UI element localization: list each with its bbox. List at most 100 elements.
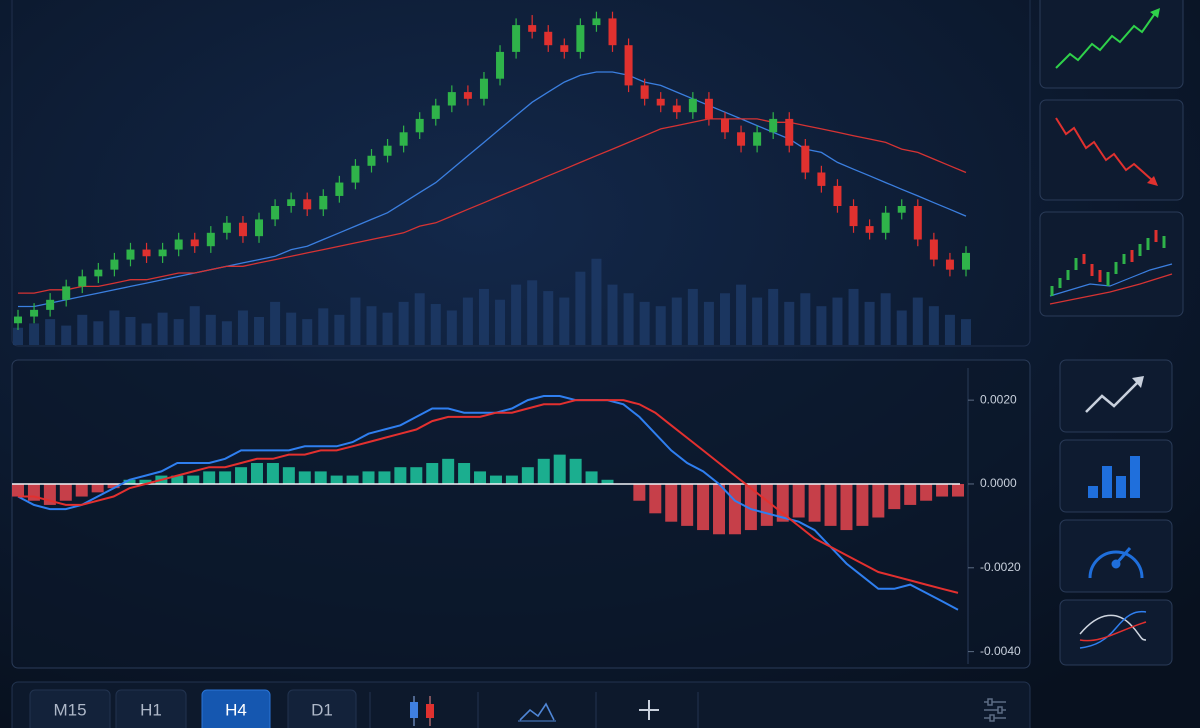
volume-bar xyxy=(29,323,40,345)
indicator-icon xyxy=(1079,621,1147,642)
histogram-bar xyxy=(856,483,869,526)
line-tool-icon xyxy=(1085,379,1141,413)
volume-bar xyxy=(864,301,875,345)
candle-body xyxy=(238,222,247,237)
indicator-tool-tile[interactable] xyxy=(1059,599,1173,666)
chart-thumbnail-tile[interactable] xyxy=(1039,211,1184,317)
candle-body xyxy=(560,45,569,52)
candles-tool[interactable] xyxy=(410,696,434,726)
volume-bar xyxy=(768,288,779,345)
indicator-icon xyxy=(1079,614,1147,641)
volume-bar xyxy=(93,321,104,345)
volume-bar xyxy=(205,314,216,345)
candle-body xyxy=(46,299,55,310)
timeframe-button[interactable] xyxy=(29,689,111,728)
candle-body xyxy=(929,239,938,260)
volume-bar xyxy=(13,327,23,345)
candle-body xyxy=(704,98,713,119)
candle-body xyxy=(383,145,392,156)
histogram-bar xyxy=(824,483,837,526)
toolbar-icons xyxy=(369,692,1006,728)
volume-bar xyxy=(302,319,313,345)
y-tick-label: 0.0000 xyxy=(980,476,1017,490)
timeframe-button[interactable] xyxy=(115,689,187,728)
volume-bar xyxy=(880,293,891,345)
histogram-bar xyxy=(203,471,216,484)
histogram-bar xyxy=(792,483,805,518)
volume-bar xyxy=(928,306,939,345)
histogram-bar xyxy=(410,467,423,484)
settings-tool[interactable] xyxy=(984,698,1006,722)
histogram-bar xyxy=(298,471,311,484)
histogram-bar xyxy=(139,479,152,484)
volume-bar xyxy=(77,314,88,345)
volume-bar xyxy=(607,284,618,345)
histogram-bar xyxy=(728,483,741,535)
volume-bar xyxy=(495,299,506,345)
candle-body xyxy=(94,269,103,277)
timeframe-label[interactable]: M15 xyxy=(53,700,86,719)
gauge-tool-tile[interactable] xyxy=(1059,519,1173,593)
candle-body xyxy=(447,92,456,106)
gauge-icon xyxy=(1088,547,1144,579)
volume-bar xyxy=(639,301,650,345)
volume-bar xyxy=(736,284,747,345)
volume-bar xyxy=(189,306,200,345)
candle-body xyxy=(351,165,360,183)
timeframe-label[interactable]: H4 xyxy=(225,700,247,719)
timeframe-button[interactable] xyxy=(287,689,357,728)
candle-body xyxy=(415,118,424,133)
candle-body xyxy=(672,105,681,113)
histogram-bar xyxy=(330,475,343,484)
histogram-bar xyxy=(920,483,933,501)
area-tool[interactable] xyxy=(518,702,556,722)
histogram-bar xyxy=(808,483,821,522)
uptrend-tile[interactable] xyxy=(1039,0,1184,89)
volume-bar xyxy=(173,319,184,345)
volume-bar xyxy=(575,271,586,345)
volume-bar xyxy=(237,310,248,345)
y-tick-label: -0.0020 xyxy=(980,560,1021,574)
histogram-bar xyxy=(394,467,407,484)
volume-bar xyxy=(478,288,489,345)
candle-body xyxy=(640,85,649,99)
candle-body xyxy=(720,118,729,133)
candle-body xyxy=(287,199,296,206)
candle-body xyxy=(624,45,633,86)
line-tool-tile[interactable] xyxy=(1059,359,1173,433)
histogram-bar xyxy=(458,463,471,484)
indicator-icon xyxy=(1079,610,1147,649)
histogram-bar xyxy=(250,463,263,484)
volume-bar xyxy=(270,301,281,345)
volume-bar xyxy=(784,301,795,345)
timeframe-label[interactable]: H1 xyxy=(140,700,162,719)
volume-bar xyxy=(832,297,843,345)
price-chart xyxy=(13,11,971,345)
candle-body xyxy=(801,145,810,173)
candle-body xyxy=(512,25,521,52)
histogram-bar xyxy=(91,483,104,493)
volume-bar xyxy=(318,308,329,345)
histogram-bar xyxy=(187,475,200,484)
volume-bar xyxy=(944,314,955,345)
candle-body xyxy=(255,219,264,237)
volume-bar xyxy=(334,314,345,345)
line-series xyxy=(17,395,959,611)
histogram-bar xyxy=(840,483,853,531)
candle-body xyxy=(576,25,585,52)
sidebar xyxy=(1039,0,1184,666)
volume-bar xyxy=(671,297,682,345)
candle-body xyxy=(126,249,135,260)
candle-body xyxy=(158,249,167,257)
histogram-bar xyxy=(537,458,550,484)
volume-bar xyxy=(703,301,714,345)
histogram-bar xyxy=(649,483,662,514)
candle-body xyxy=(544,31,553,46)
timeframe-button[interactable] xyxy=(201,689,271,728)
crosshair-tool[interactable] xyxy=(639,700,659,720)
histogram-bar xyxy=(936,483,949,497)
histogram-bar xyxy=(346,475,359,484)
downtrend-tile[interactable] xyxy=(1039,99,1184,201)
timeframe-label[interactable]: D1 xyxy=(311,700,333,719)
